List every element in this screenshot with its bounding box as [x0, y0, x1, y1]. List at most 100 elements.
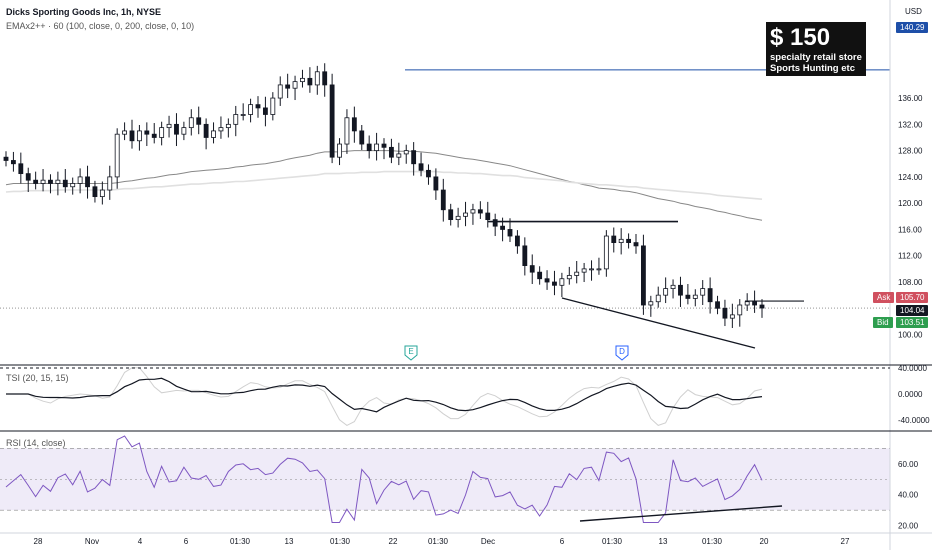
candle-body — [663, 288, 669, 296]
ema-200-line — [5, 170, 763, 200]
support-trendline — [561, 297, 756, 349]
candle-body — [151, 133, 157, 138]
candle-body — [233, 114, 239, 125]
candle-body — [166, 123, 172, 129]
candle-body — [611, 235, 617, 243]
candle-body — [62, 179, 68, 188]
candle-body — [640, 245, 646, 306]
time-tick-label: 22 — [389, 537, 398, 546]
dividend-marker: D — [615, 345, 629, 361]
candle-body — [737, 304, 743, 316]
rsi-tick-label: 20.00 — [898, 522, 919, 531]
candle-body — [744, 301, 750, 306]
tsi-tick-label: 40.0000 — [898, 364, 927, 373]
rsi-divergence-trendline — [579, 505, 783, 522]
candle-body — [240, 114, 246, 116]
candle-body — [129, 130, 135, 142]
candle-body — [277, 84, 283, 99]
candle-body — [218, 127, 224, 132]
candle-body — [455, 215, 461, 221]
candle-body — [603, 235, 609, 270]
candle-body — [426, 169, 431, 178]
candle-body — [715, 301, 720, 309]
candle-body — [589, 268, 594, 271]
candle-body — [633, 242, 639, 247]
price-tick-label: 112.00 — [898, 252, 922, 261]
candle-body — [752, 301, 758, 306]
candle-body — [92, 186, 98, 198]
time-tick-label: 01:30 — [702, 537, 723, 546]
candle-body — [181, 127, 187, 135]
candle-body — [18, 163, 24, 175]
rsi-pane[interactable] — [0, 435, 890, 523]
candle-body — [33, 179, 39, 184]
candle-body — [507, 229, 513, 237]
time-tick-label: 01:30 — [428, 537, 449, 546]
candle-body — [122, 130, 128, 135]
candle-body — [196, 117, 202, 125]
callout-line-2: Sports Hunting etc — [770, 63, 855, 74]
candle-body — [300, 77, 305, 83]
candle-body — [618, 238, 624, 244]
candle-body — [248, 104, 254, 115]
candle-body — [322, 71, 328, 86]
earnings-marker-letter: E — [408, 347, 413, 356]
candle-body — [314, 71, 320, 86]
callout-line-1: specialty retail store — [770, 52, 862, 63]
tsi-legend[interactable]: TSI (20, 15, 15) — [6, 373, 69, 383]
candle-body — [255, 104, 261, 109]
candle-body — [366, 143, 372, 152]
price-tick-label: 132.00 — [898, 120, 923, 129]
candle-body — [522, 245, 528, 266]
candle-body — [211, 130, 216, 138]
price-tick-label: 124.00 — [898, 173, 923, 182]
time-tick-label: 20 — [760, 537, 769, 546]
candle-body — [99, 189, 105, 198]
candle-body — [655, 294, 661, 303]
candle-body — [670, 284, 676, 289]
candle-body — [70, 183, 76, 188]
tsi-signal-line — [6, 367, 763, 426]
time-tick-label: 4 — [138, 537, 143, 546]
candle-body — [40, 179, 46, 184]
price-tick-label: 128.00 — [898, 147, 923, 156]
candle-body — [337, 143, 342, 158]
rsi-line — [5, 435, 763, 523]
ema-legend[interactable]: EMAx2++ · 60 (100, close, 0, 200, close,… — [6, 21, 195, 31]
candle-body — [485, 212, 491, 221]
candle-body — [48, 179, 53, 184]
symbol-title[interactable]: Dicks Sporting Goods Inc, 1h, NYSE — [6, 7, 162, 17]
last-price-label: 104.04 — [896, 305, 929, 316]
candle-body — [626, 238, 632, 244]
candle-body — [418, 163, 424, 171]
candle-body — [55, 179, 61, 184]
currency-label: USD — [905, 7, 922, 16]
candle-body — [292, 81, 298, 89]
dividend-marker-shape — [615, 345, 629, 361]
price-tick-label: 120.00 — [898, 199, 923, 208]
candle-body — [25, 173, 31, 181]
candle-body — [381, 143, 387, 148]
candle-body — [344, 117, 350, 145]
candle-body — [722, 307, 728, 319]
candle-body — [144, 130, 150, 135]
candle-body — [477, 209, 483, 214]
candle-body — [107, 176, 113, 191]
candle-body — [537, 271, 543, 280]
target-price-label: 140.29 — [896, 22, 929, 33]
earnings-marker: E — [404, 345, 418, 361]
time-tick-label: Dec — [481, 537, 495, 546]
candle-body — [411, 150, 417, 165]
candle-body — [559, 278, 565, 286]
tsi-pane[interactable] — [6, 367, 763, 426]
time-tick-label: 01:30 — [330, 537, 351, 546]
candle-body — [500, 225, 506, 230]
candle-body — [77, 176, 83, 184]
rsi-legend[interactable]: RSI (14, close) — [6, 438, 66, 448]
ask-tag: Ask — [873, 292, 895, 303]
candle-body — [329, 84, 335, 158]
price-tick-label: 108.00 — [898, 278, 923, 287]
tsi-tick-label: 0.0000 — [898, 390, 923, 399]
